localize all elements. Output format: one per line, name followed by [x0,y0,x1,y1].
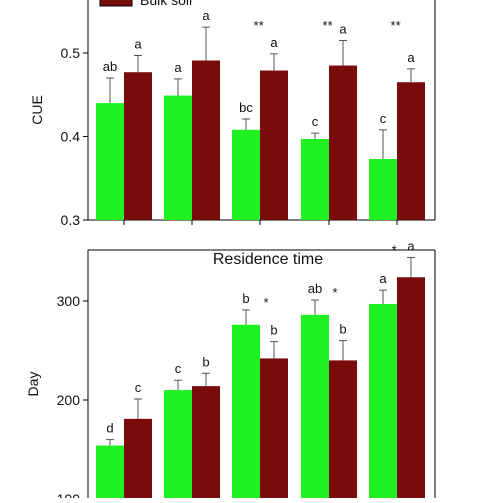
chart2-y-axis-label: Day [25,372,41,397]
chart2-significance-stars: * [332,285,337,300]
chart1-bar-bulk-3 [260,70,288,220]
chart1-significance-letter: a [174,60,182,75]
chart1-bar-bulk-4 [329,65,357,221]
chart2-significance-letter: a [407,238,415,253]
legend: Bulk soil [99,0,192,8]
chart2-significance-letter: d [106,421,113,436]
chart1-y-tick-label: 0.5 [61,45,81,61]
chart1-significance-letter: c [380,111,387,126]
chart2-y-tick-label: 300 [57,293,81,309]
chart2-significance-stars: * [392,242,397,257]
chart1-y-tick-label: 0.3 [61,212,81,228]
chart1-bar-rhizosphere-2 [164,95,192,220]
chart1-significance-stars: ** [391,18,401,33]
chart2-significance-letter: b [242,291,249,306]
chart2-significance-letter: ab [308,281,322,296]
chart1-bar-rhizosphere-3 [232,129,260,220]
chart2-bar-rhizosphere-2 [164,390,192,498]
chart2-bar-bulk-1 [124,418,152,498]
chart1-bar-bulk-1 [124,72,152,220]
legend-swatch-bulk [99,0,133,7]
chart1-significance-letter: ab [103,59,117,74]
chart2-bar-rhizosphere-4 [301,314,329,498]
chart2-bar-rhizosphere-5 [369,303,397,498]
legend-label-bulk: Bulk soil [140,0,192,8]
chart1-significance-stars: ** [323,18,333,33]
chart2-significance-letter: b [270,323,277,338]
chart2-bar-rhizosphere-1 [96,445,124,498]
chart1-bar-bulk-2 [192,60,220,220]
chart2-significance-letter: a [379,271,387,286]
chart1-y-tick-label: 0.4 [61,129,81,145]
chart2-bar-bulk-3 [260,358,288,498]
chart2-bar-bulk-5 [397,277,425,498]
chart1-significance-letter: a [202,8,210,23]
chart1-bar-rhizosphere-4 [301,139,329,220]
chart1-significance-stars: ** [254,18,264,33]
chart2-bar-bulk-2 [192,386,220,498]
chart2-bar-rhizosphere-3 [232,324,260,498]
chart2-significance-letter: b [339,322,346,337]
chart1-bar-rhizosphere-1 [96,103,124,220]
chart1-significance-letter: a [134,37,142,52]
chart1-bar-bulk-5 [397,82,425,220]
chart2-significance-letter: c [175,361,182,376]
chart1-significance-letter: bc [239,100,253,115]
chart1-significance-letter: a [339,21,347,36]
chart2-y-tick-label: 100 [57,491,81,498]
chart2-significance-letter: b [202,354,209,369]
chart1-significance-letter: c [312,114,319,129]
chart1-y-axis-label: CUE [29,95,45,125]
chart2-significance-letter: c [135,380,142,395]
chart1-significance-letter: a [407,50,415,65]
chart2-bar-bulk-4 [329,360,357,498]
chart2-y-tick-label: 200 [57,392,81,408]
chart1-significance-letter: a [270,35,278,50]
chart2-title: Residence time [213,251,323,268]
chart2-significance-stars: * [263,295,268,310]
chart1-bar-rhizosphere-5 [369,159,397,220]
